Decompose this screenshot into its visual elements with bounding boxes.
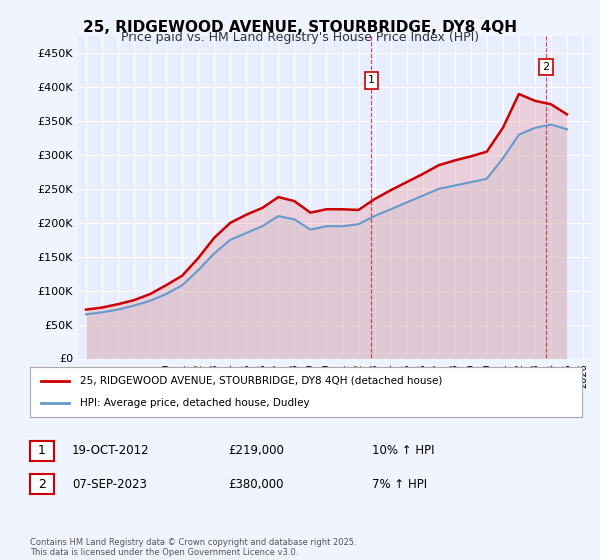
Text: 07-SEP-2023: 07-SEP-2023 [72,478,147,491]
Text: 1: 1 [38,444,46,458]
Text: 2: 2 [38,478,46,491]
Text: HPI: Average price, detached house, Dudley: HPI: Average price, detached house, Dudl… [80,398,310,408]
Text: 1: 1 [368,76,375,86]
Text: 25, RIDGEWOOD AVENUE, STOURBRIDGE, DY8 4QH: 25, RIDGEWOOD AVENUE, STOURBRIDGE, DY8 4… [83,20,517,35]
Text: 25, RIDGEWOOD AVENUE, STOURBRIDGE, DY8 4QH (detached house): 25, RIDGEWOOD AVENUE, STOURBRIDGE, DY8 4… [80,376,442,386]
Text: 2: 2 [542,62,550,72]
Text: 7% ↑ HPI: 7% ↑ HPI [372,478,427,491]
Text: 10% ↑ HPI: 10% ↑ HPI [372,444,434,458]
Text: Contains HM Land Registry data © Crown copyright and database right 2025.
This d: Contains HM Land Registry data © Crown c… [30,538,356,557]
Text: £219,000: £219,000 [228,444,284,458]
Text: Price paid vs. HM Land Registry's House Price Index (HPI): Price paid vs. HM Land Registry's House … [121,31,479,44]
Text: £380,000: £380,000 [228,478,284,491]
Text: 19-OCT-2012: 19-OCT-2012 [72,444,149,458]
